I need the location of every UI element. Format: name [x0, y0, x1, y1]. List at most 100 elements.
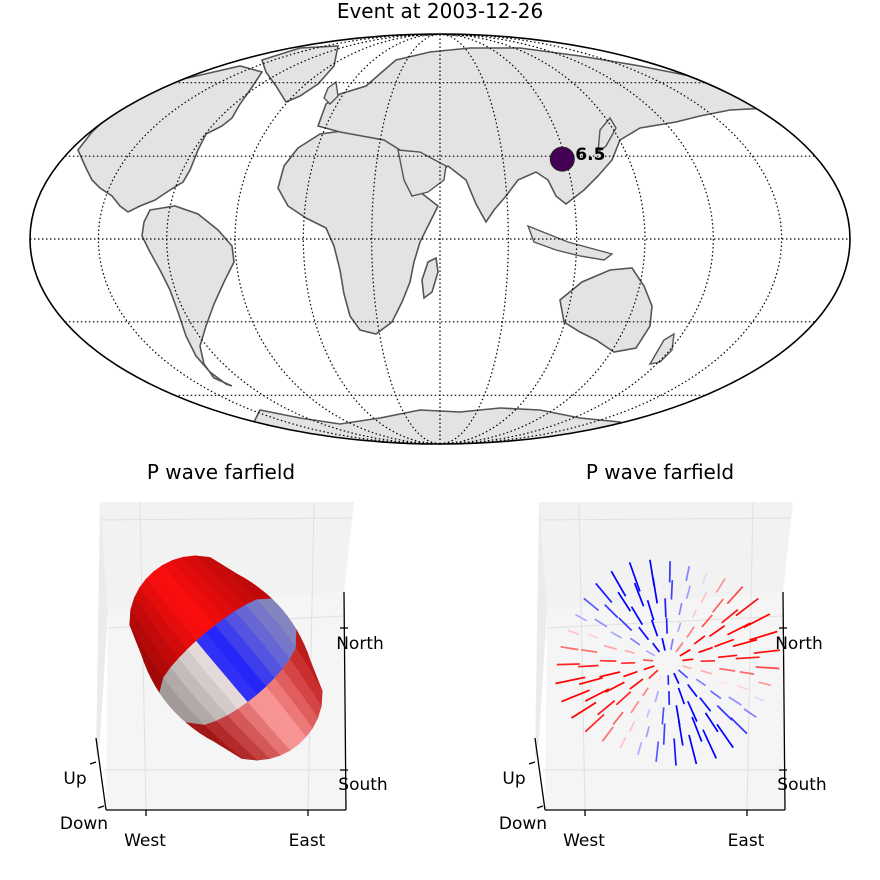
vector-arrow — [677, 669, 689, 679]
vector-arrow — [619, 737, 627, 749]
vector-arrow — [628, 721, 636, 732]
z-tick-mark — [528, 761, 536, 765]
x-tick-label: East — [289, 831, 326, 851]
vector-arrow — [665, 618, 668, 634]
vector-arrow — [571, 701, 597, 719]
vector-arrow — [711, 598, 724, 613]
vector-arrow — [645, 649, 656, 657]
y-tick-label: South — [777, 775, 826, 795]
magnitude-label: 6.5 — [575, 145, 605, 165]
surface-facet — [206, 736, 243, 759]
vector-arrow — [645, 726, 650, 738]
vector-arrow — [655, 741, 660, 762]
vector-arrow — [638, 626, 650, 641]
vector-arrow — [669, 638, 674, 650]
vector-arrow — [628, 562, 641, 592]
vector-arrow — [678, 602, 683, 616]
vector-arrow — [709, 690, 722, 700]
vector-arrow — [728, 696, 742, 706]
vector-arrow — [673, 672, 680, 684]
y-tick-label: North — [336, 634, 384, 654]
vector-arrow — [698, 646, 713, 654]
south-america-landmass — [141, 205, 235, 387]
vector-arrow — [677, 720, 684, 746]
vector-arrow — [599, 671, 621, 678]
vector-arrow — [661, 707, 665, 725]
vector-arrow — [686, 626, 695, 638]
vector-arrow — [623, 670, 638, 678]
meridian-line — [439, 33, 783, 445]
vector-arrow — [605, 681, 625, 693]
vector-arrow — [735, 656, 760, 660]
x-tick-label: West — [124, 831, 166, 851]
y-tick-label: North — [775, 634, 823, 654]
vector-arrow — [664, 598, 667, 618]
surface-panel-axes: West East North South Up Down — [60, 501, 388, 851]
vector-arrow — [755, 666, 780, 670]
vector-arrow — [617, 591, 632, 612]
vector-arrow — [578, 664, 599, 668]
vector-arrow — [603, 644, 617, 651]
vector-arrow — [721, 609, 739, 624]
vector-arrow — [735, 597, 759, 617]
vector-arrow — [645, 708, 651, 718]
vector-arrow — [629, 637, 641, 646]
vector-arrow — [595, 582, 613, 604]
meridian-line — [439, 33, 578, 445]
vector-arrow — [630, 606, 644, 626]
vector-arrow — [604, 604, 619, 619]
vector-arrow — [700, 592, 708, 603]
vector-arrow — [699, 697, 712, 712]
vector-arrow — [583, 597, 600, 612]
vector-arrow — [618, 617, 633, 632]
vector-arrow — [670, 580, 674, 600]
side-pane — [96, 502, 108, 760]
vector-arrow — [732, 638, 758, 648]
vector-arrow — [727, 622, 751, 636]
vector-arrow — [701, 614, 713, 628]
vector-arrow — [691, 609, 698, 618]
x-tick-label: East — [728, 831, 765, 851]
vector-arrow — [641, 687, 650, 697]
vector-arrow — [700, 669, 713, 675]
vector-arrow — [715, 577, 726, 593]
z-axis-line — [95, 737, 107, 811]
vector-arrow — [646, 599, 655, 621]
vector-arrow — [730, 716, 748, 735]
vector-arrow — [677, 687, 686, 705]
vector-arrow — [702, 729, 717, 759]
meridian-line — [439, 33, 714, 445]
vector-arrow — [675, 642, 684, 653]
back-pane — [539, 502, 793, 610]
z-tick-label: Down — [60, 814, 108, 834]
new-zealand-landmass — [648, 332, 675, 365]
vector-arrow — [693, 635, 706, 645]
vector-arrow — [612, 711, 624, 726]
event-point — [549, 146, 575, 172]
vector-arrow — [673, 738, 677, 766]
vector-arrow — [749, 630, 778, 641]
vector-arrow — [708, 625, 726, 638]
vector-arrow — [578, 676, 604, 686]
vector-arrow — [643, 659, 654, 662]
z-tick-mark — [97, 805, 105, 809]
z-axis-line — [534, 737, 546, 811]
vector-arrow — [726, 586, 744, 605]
vector-arrow — [719, 667, 736, 672]
vector-arrow — [633, 582, 645, 607]
z-tick-mark — [89, 761, 97, 765]
vector-arrow — [687, 683, 698, 698]
vector-arrow — [560, 645, 579, 651]
continents — [77, 45, 773, 444]
vector-arrow — [650, 619, 659, 637]
vector-arrow — [652, 642, 661, 653]
vector-arrow — [677, 622, 682, 633]
meridian-line — [439, 33, 509, 445]
vector-arrow — [624, 649, 635, 655]
vector-arrow — [702, 572, 708, 584]
vector-arrow — [584, 688, 610, 702]
vector-arrow — [754, 649, 781, 654]
graticule — [30, 33, 850, 445]
vector-arrow — [716, 704, 733, 721]
